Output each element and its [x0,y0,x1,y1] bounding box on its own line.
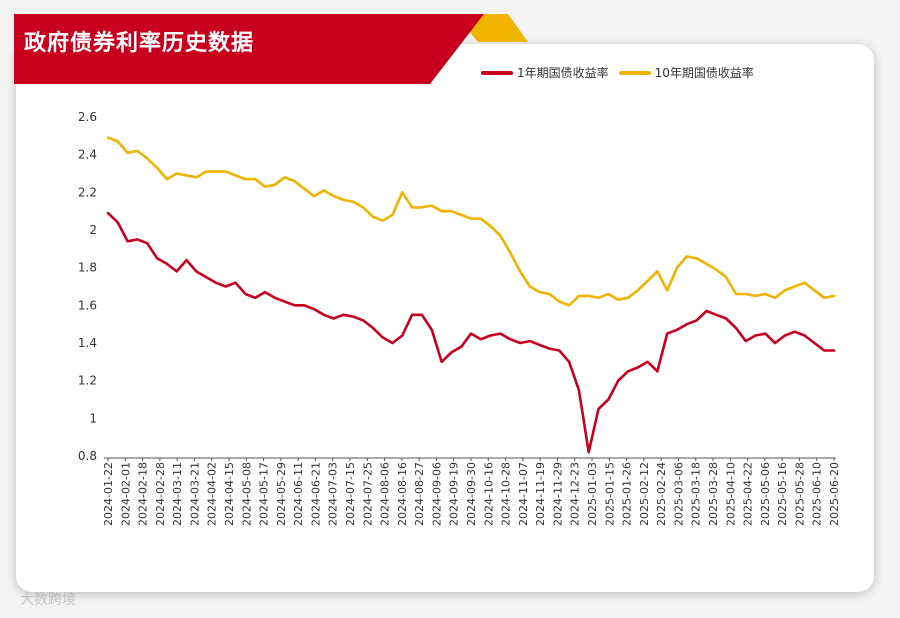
x-tick-label: 2025-01-15 [603,462,616,526]
x-tick-label: 2024-11-19 [534,462,547,526]
x-tick-label: 2024-07-15 [344,462,357,526]
x-tick-label: 2024-07-03 [327,462,340,526]
x-tick-label: 2025-02-12 [638,462,651,526]
x-tick-label: 2025-01-03 [586,462,599,526]
x-tick-label: 2025-04-22 [742,462,755,526]
x-tick-label: 2024-08-06 [379,462,392,526]
chart-card [16,44,874,592]
x-tick-label: 2025-04-10 [724,462,737,526]
x-tick-label: 2024-05-17 [258,462,271,526]
title-banner-main [14,14,484,84]
title-banner [14,14,528,84]
y-tick-label: 1.4 [78,336,97,350]
x-tick-label: 2024-09-30 [465,462,478,526]
watermark: 大数跨境 [20,592,76,608]
legend-item-1y: 1年期国债收益率 [481,64,609,81]
series-line-10y [106,136,836,307]
x-tick-label: 2024-11-07 [517,462,530,526]
x-tick-label: 2025-03-06 [672,462,685,526]
x-tick-label: 2025-02-24 [655,462,668,526]
x-tick-label: 2024-08-16 [396,462,409,526]
x-tick-label: 2024-02-18 [137,462,150,526]
x-tick-label: 2025-01-26 [621,462,634,526]
x-tick-label: 2024-03-11 [171,462,184,526]
x-tick-label: 2024-04-02 [206,462,219,526]
x-tick-label: 2024-10-28 [500,462,513,526]
legend-swatch-10y [618,70,651,75]
x-tick-label: 2024-05-08 [240,462,253,526]
x-tick-label: 2025-05-06 [759,462,772,526]
x-tick-label: 2024-03-21 [188,462,201,526]
y-tick-label: 0.8 [78,449,97,463]
x-tick-label: 2024-01-22 [102,462,115,526]
x-tick-label: 2025-05-28 [793,462,806,526]
x-tick-label: 2024-09-19 [448,462,461,526]
y-tick-label: 1 [89,411,97,425]
legend-swatch-1y [481,70,513,75]
x-tick-label: 2025-06-20 [828,462,841,526]
legend-label-1y: 1年期国债收益率 [517,66,609,80]
x-tick-label: 2024-02-28 [154,462,167,526]
x-tick-label: 2025-05-16 [776,462,789,526]
x-tick-label: 2024-12-23 [569,462,582,526]
x-tick-label: 2024-02-01 [119,462,132,526]
legend-item-10y: 10年期国债收益率 [618,64,754,81]
x-tick-label: 2024-08-27 [413,462,426,526]
y-tick-label: 2.4 [78,148,97,162]
y-tick-label: 1.2 [78,374,97,388]
x-tick-label: 2025-06-10 [811,462,824,526]
x-tick-label: 2024-09-06 [430,462,443,526]
y-tick-label: 1.8 [78,261,97,275]
x-tick-label: 2024-06-21 [309,462,322,526]
x-tick-label: 2024-10-16 [482,462,495,526]
x-tick-label: 2024-11-29 [551,462,564,526]
legend-label-10y: 10年期国债收益率 [654,66,754,80]
x-tick-label: 2025-03-28 [707,462,720,526]
page-title: 政府债券利率历史数据 [24,31,255,56]
y-tick-label: 2.2 [78,185,97,199]
x-tick-label: 2024-06-11 [292,462,305,526]
chart-legend: 1年期国债收益率 10年期国债收益率 [481,64,764,81]
x-tick-label: 2025-03-18 [690,462,703,526]
x-tick-label: 2024-05-29 [275,462,288,526]
y-tick-label: 2.6 [78,110,97,124]
series-line-1y [106,211,836,454]
y-tick-label: 1.6 [78,298,97,312]
x-tick-label: 2024-07-25 [361,462,374,526]
x-tick-label: 2024-04-15 [223,462,236,526]
y-tick-label: 2 [89,223,97,237]
